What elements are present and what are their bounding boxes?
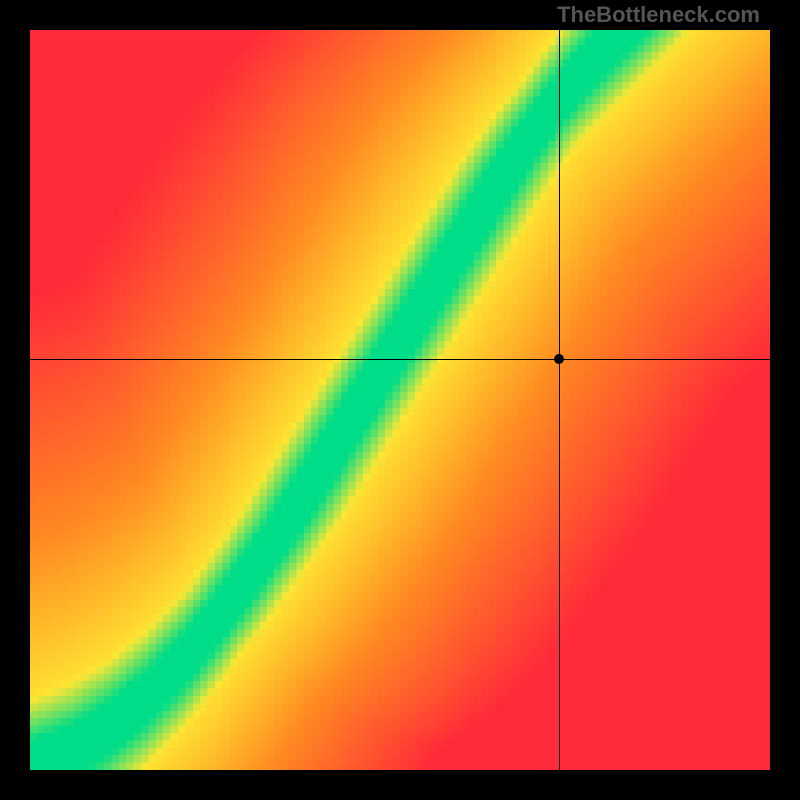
crosshair-horizontal	[30, 359, 770, 360]
bottleneck-heatmap	[30, 30, 770, 770]
watermark-text: TheBottleneck.com	[557, 2, 760, 28]
figure-container: TheBottleneck.com	[0, 0, 800, 800]
selection-marker	[554, 354, 564, 364]
crosshair-vertical	[559, 30, 560, 770]
